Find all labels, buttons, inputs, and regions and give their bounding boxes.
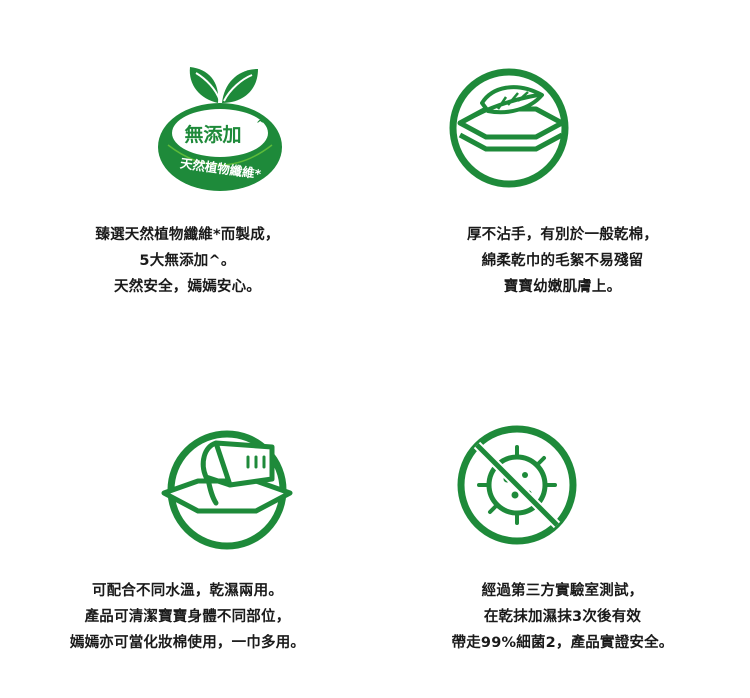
description-line: 臻選天然植物纖維*而製成， (95, 227, 280, 243)
feature-wet-dry-use: 可配合不同水溫，乾濕兩用。 產品可清潔寶寶身體不同部位， 嫣嫣亦可當化妝棉使用，… (0, 349, 375, 698)
feature-description: 厚不沾手，有別於一般乾棉， 綿柔乾巾的毛絮不易殘留 寶寶幼嫩肌膚上。 (375, 222, 750, 300)
description-line: 在乾抹加濕抹3次後有效 (483, 609, 642, 625)
feature-description: 經過第三方實驗室測試， 在乾抹加濕抹3次後有效 帶走99%細菌2，產品實證安全。 (375, 578, 750, 656)
description-line: 寶寶幼嫩肌膚上。 (503, 279, 622, 295)
feature-natural-fiber: 無添加 ^ 天然植物纖維* 臻選天然植物纖維*而製成， 5大無添加^。 天然安全… (0, 0, 375, 349)
description-line: 經過第三方實驗室測試， (481, 583, 644, 599)
feature-soft-lint-free: 厚不沾手，有別於一般乾棉， 綿柔乾巾的毛絮不易殘留 寶寶幼嫩肌膚上。 (375, 0, 750, 349)
wet-dry-towel-icon (161, 430, 293, 550)
feature-lab-tested: 經過第三方實驗室測試， 在乾抹加濕抹3次後有效 帶走99%細菌2，產品實證安全。 (375, 349, 750, 698)
description-line: 產品可清潔寶寶身體不同部位， (84, 609, 291, 625)
svg-text:^: ^ (256, 119, 264, 130)
description-line: 厚不沾手，有別於一般乾棉， (466, 227, 659, 243)
description-line: 帶走99%細菌2，產品實證安全。 (451, 635, 674, 651)
description-line: 5大無添加^。 (139, 253, 236, 269)
description-line: 可配合不同水溫，乾濕兩用。 (91, 583, 284, 599)
description-line: 嫣嫣亦可當化妝棉使用，一巾多用。 (69, 635, 306, 651)
description-line: 天然安全，嫣嫣安心。 (114, 279, 261, 295)
feature-description: 臻選天然植物纖維*而製成， 5大無添加^。 天然安全，嫣嫣安心。 (0, 222, 375, 300)
description-line: 綿柔乾巾的毛絮不易殘留 (481, 253, 644, 269)
feature-description: 可配合不同水溫，乾濕兩用。 產品可清潔寶寶身體不同部位， 嫣嫣亦可當化妝棉使用，… (0, 578, 375, 656)
no-additive-leaf-badge-icon: 無添加 ^ 天然植物纖維* (158, 67, 282, 191)
soft-feather-icon (449, 68, 569, 188)
badge-main-text: 無添加 (184, 123, 241, 146)
no-bacteria-icon (457, 425, 577, 545)
